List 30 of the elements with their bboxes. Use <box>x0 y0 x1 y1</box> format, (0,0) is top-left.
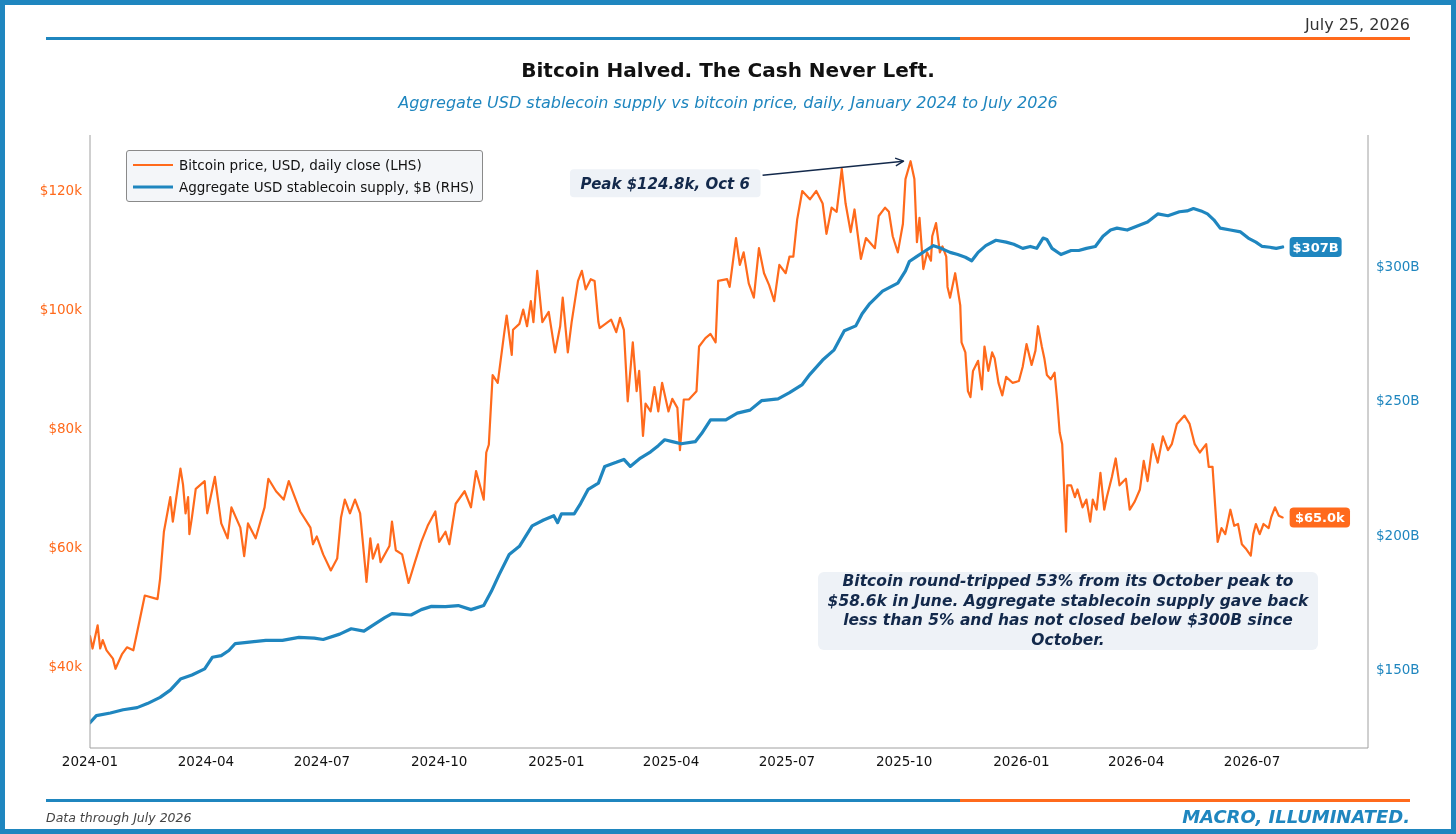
x-tick-label: 2024-04 <box>177 752 235 769</box>
y2-tick-label: $300B <box>1376 257 1420 274</box>
x-tick-label: 2026-04 <box>1107 752 1165 769</box>
data-label: $65.0k <box>1294 510 1346 526</box>
y-tick-label: $40k <box>48 658 83 675</box>
x-tick-label: 2024-01 <box>61 752 119 769</box>
x-tick-label: 2025-10 <box>876 752 933 769</box>
y-tick-label: $120k <box>39 181 83 198</box>
x-tick-label: 2024-10 <box>410 752 468 769</box>
text: July 25, 2026 <box>1304 15 1410 34</box>
legend-label: Aggregate USD stablecoin supply, $B (RHS) <box>179 178 475 197</box>
annotation: Peak $124.8k, Oct 6 <box>580 174 750 193</box>
x-tick-label: 2025-07 <box>758 752 816 769</box>
y-tick-label: $80k <box>48 419 83 436</box>
y2-tick-label: $250B <box>1376 392 1420 409</box>
chart-subtitle: Aggregate USD stablecoin supply vs bitcoin price, daily, January 2024 to July 2026 <box>396 93 1059 112</box>
x-tick-label: 2025-01 <box>528 752 585 769</box>
legend-label: Bitcoin price, USD, daily close (LHS) <box>179 156 422 175</box>
text: MACRO, ILLUMINATED. <box>1182 806 1410 827</box>
annotation: Bitcoin round-tripped 53% from its October peak to $58.6k in June. Aggregate stablecoin supply gave back less than 5% and has not closed below $300B since October. <box>818 572 1318 650</box>
x-tick-label: 2025-04 <box>642 752 700 769</box>
x-tick-label: 2024-07 <box>293 752 351 769</box>
x-tick-label: 2026-07 <box>1223 752 1281 769</box>
y-tick-label: $60k <box>48 539 83 556</box>
y2-tick-label: $150B <box>1376 661 1420 678</box>
y-tick-label: $100k <box>39 300 83 317</box>
chart-title: Bitcoin Halved. The Cash Never Left. <box>520 58 936 82</box>
y2-tick-label: $200B <box>1376 526 1420 543</box>
x-tick-label: 2026-01 <box>993 752 1050 769</box>
text: Data through July 2026 <box>46 810 192 825</box>
